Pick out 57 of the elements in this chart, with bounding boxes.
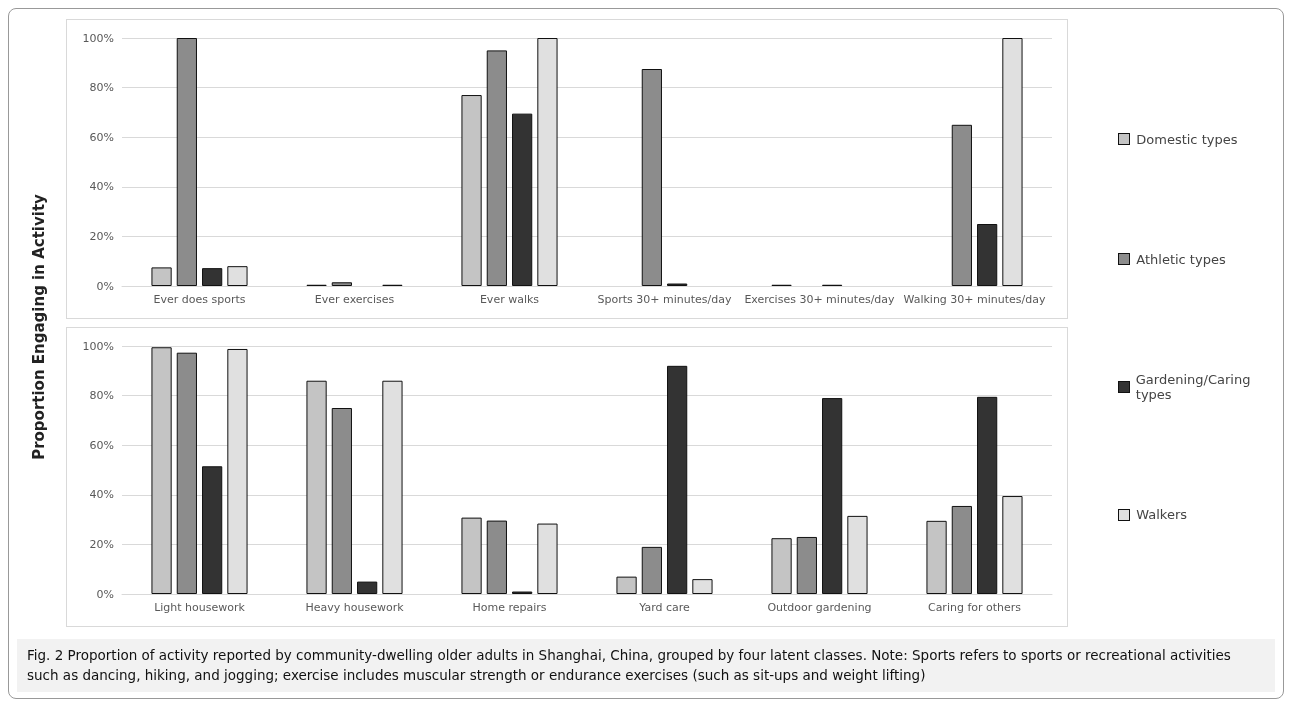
x-tick-label: Light housework [154, 601, 246, 614]
y-tick-label: 80% [89, 389, 115, 403]
x-tick-label: Ever exercises [315, 293, 395, 306]
x-tick-label: Ever walks [480, 293, 540, 306]
x-tick-label: Outdoor gardening [767, 601, 872, 614]
x-tick-label: Walking 30+ minutes/day [903, 293, 1047, 306]
bar [667, 365, 688, 594]
bar [771, 538, 792, 594]
bar [642, 69, 663, 286]
bar [926, 520, 947, 594]
bar [151, 347, 172, 594]
bar [977, 224, 998, 286]
y-axis-title: Proportion Engaging in Activity [30, 194, 48, 460]
x-tick-label: Ever does sports [153, 293, 247, 306]
bar [977, 396, 998, 594]
y-tick-label: 0% [96, 279, 115, 293]
bar [616, 576, 637, 594]
caption: Fig. 2 Proportion of activity reported by community-dwelling older adults in Shanghai, China, grouped by four latent classes. Note: Sports refers to sports or recreational activities such as dancing, hiking, and jogging; exercise includes muscular strength or endurance exercises (such as sit-ups and weight lifting) [27, 646, 1232, 686]
bar [177, 352, 198, 594]
x-tick-label: Yard care [638, 601, 691, 614]
y-tick-label: 40% [89, 180, 115, 194]
y-tick-label: 100% [82, 31, 115, 45]
bar [822, 398, 843, 594]
bar [332, 282, 353, 286]
y-tick-label: 80% [89, 81, 115, 95]
y-tick-label: 0% [96, 587, 115, 601]
bar [357, 581, 378, 594]
legend-label: Walkers [1136, 507, 1188, 523]
bar [512, 113, 533, 286]
y-tick-label: 60% [89, 438, 115, 452]
bar [332, 408, 353, 594]
bar [177, 38, 198, 286]
y-tick-label: 60% [89, 130, 115, 144]
x-tick-label: Heavy housework [305, 601, 405, 614]
x-tick-label: Exercises 30+ minutes/day [744, 293, 896, 306]
legend-label: Athletic types [1136, 251, 1226, 267]
legend-label: Gardening/Caring types [1135, 372, 1252, 403]
y-tick-label: 20% [89, 537, 115, 551]
bar [487, 50, 508, 286]
x-tick-label: Home repairs [472, 601, 548, 614]
legend-label: Domestic types [1136, 131, 1238, 147]
bar [797, 536, 818, 594]
bar [952, 505, 973, 594]
bar [202, 466, 223, 594]
y-tick-label: 100% [82, 339, 115, 353]
bar [952, 124, 973, 286]
bar [461, 517, 482, 594]
y-tick-label: 20% [89, 229, 115, 243]
bar [487, 520, 508, 594]
x-tick-label: Sports 30+ minutes/day [597, 293, 733, 306]
bar [202, 268, 223, 286]
bar [306, 380, 327, 594]
x-tick-label: Caring for others [928, 601, 1022, 614]
bar [461, 95, 482, 286]
bar [151, 267, 172, 286]
bar [642, 546, 663, 594]
y-tick-label: 40% [89, 488, 115, 502]
